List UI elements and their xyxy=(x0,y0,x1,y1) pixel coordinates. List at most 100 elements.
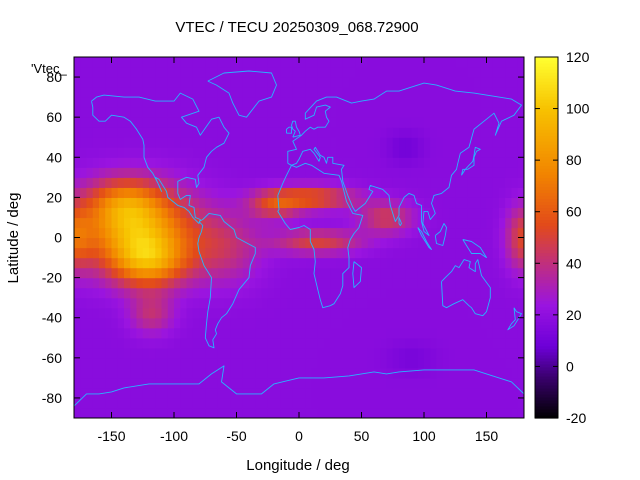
heatmap-cell xyxy=(511,377,519,389)
heatmap-cell xyxy=(461,127,469,138)
heatmap-cell xyxy=(92,197,100,209)
heatmap-cell xyxy=(111,247,119,259)
heatmap-cell xyxy=(211,317,219,329)
heatmap-cell xyxy=(155,157,163,168)
heatmap-cell xyxy=(111,77,119,88)
heatmap-cell xyxy=(517,127,524,138)
heatmap-cell xyxy=(361,157,369,168)
heatmap-cell xyxy=(399,137,406,148)
heatmap-cell xyxy=(205,107,213,118)
colorbar-segment xyxy=(535,291,558,296)
heatmap-cell xyxy=(261,357,269,369)
heatmap-cell xyxy=(149,397,156,409)
heatmap-cell xyxy=(380,307,388,319)
heatmap-cell xyxy=(417,117,425,128)
heatmap-cell xyxy=(499,77,506,88)
heatmap-cell xyxy=(299,217,306,229)
heatmap-cell xyxy=(442,117,450,128)
colorbar-segment xyxy=(535,414,558,419)
heatmap-cell xyxy=(499,397,506,409)
heatmap-cell xyxy=(274,157,281,168)
heatmap-cell xyxy=(349,317,356,329)
heatmap-cell xyxy=(361,307,369,319)
heatmap-cell xyxy=(405,117,413,128)
heatmap-cell xyxy=(80,77,88,88)
heatmap-cell xyxy=(449,217,456,229)
heatmap-cell xyxy=(311,87,319,98)
heatmap-cell xyxy=(224,367,231,379)
heatmap-cell xyxy=(111,167,119,178)
heatmap-cell xyxy=(399,167,406,178)
heatmap-cell xyxy=(105,287,113,299)
heatmap-cell xyxy=(324,347,331,359)
heatmap-cell xyxy=(217,107,225,118)
heatmap-cell xyxy=(124,217,131,229)
heatmap-cell xyxy=(480,67,488,78)
heatmap-cell xyxy=(342,297,350,309)
heatmap-cell xyxy=(374,97,381,108)
heatmap-cell xyxy=(80,267,88,279)
heatmap-cell xyxy=(149,227,156,239)
heatmap-cell xyxy=(286,207,294,219)
heatmap-cell xyxy=(192,147,200,158)
heatmap-cell xyxy=(99,137,106,148)
heatmap-cell xyxy=(242,157,250,168)
heatmap-cell xyxy=(142,227,150,239)
heatmap-cell xyxy=(399,267,406,279)
heatmap-cell xyxy=(411,267,419,279)
heatmap-cell xyxy=(286,167,294,178)
heatmap-cell xyxy=(255,177,263,188)
heatmap-cell xyxy=(411,97,419,108)
colorbar-segment xyxy=(535,141,558,145)
heatmap-cell xyxy=(249,397,256,409)
heatmap-cell xyxy=(449,207,456,219)
heatmap-cell xyxy=(330,337,338,349)
y-tick-label: 20 xyxy=(46,189,62,205)
heatmap-cell xyxy=(467,57,475,68)
heatmap-cell xyxy=(180,87,188,98)
heatmap-cell xyxy=(317,257,325,269)
heatmap-cell xyxy=(236,197,244,209)
heatmap-cell xyxy=(142,147,150,158)
heatmap-cell xyxy=(292,357,300,369)
heatmap-cell xyxy=(249,347,256,359)
heatmap-cell xyxy=(349,397,356,409)
heatmap-cell xyxy=(130,407,138,418)
heatmap-cell xyxy=(455,307,463,319)
heatmap-cell xyxy=(161,257,169,269)
heatmap-cell xyxy=(124,77,131,88)
heatmap-cell xyxy=(180,107,188,118)
colorbar-segment xyxy=(535,198,558,202)
heatmap-cell xyxy=(86,267,94,279)
heatmap-cell xyxy=(392,357,400,369)
heatmap-cell xyxy=(130,177,138,188)
heatmap-cell xyxy=(430,97,438,108)
heatmap-cell xyxy=(180,207,188,219)
heatmap-cell xyxy=(486,107,494,118)
heatmap-cell xyxy=(417,287,425,299)
heatmap-cell xyxy=(74,257,81,269)
heatmap-cell xyxy=(399,377,406,389)
heatmap-cell xyxy=(167,267,175,279)
heatmap-cell xyxy=(286,147,294,158)
heatmap-cell xyxy=(499,237,506,249)
heatmap-cell xyxy=(517,387,524,399)
colorbar-segment xyxy=(535,285,558,290)
heatmap-cell xyxy=(305,307,313,319)
heatmap-cell xyxy=(274,97,281,108)
heatmap-cell xyxy=(255,57,263,68)
heatmap-cell xyxy=(142,407,150,418)
heatmap-cell xyxy=(305,127,313,138)
heatmap-cell xyxy=(461,107,469,118)
heatmap-cell xyxy=(274,277,281,289)
heatmap-cell xyxy=(417,307,425,319)
heatmap-cell xyxy=(167,57,175,68)
heatmap-cell xyxy=(249,337,256,349)
heatmap-cell xyxy=(74,127,81,138)
heatmap-cell xyxy=(192,217,200,229)
heatmap-cell xyxy=(130,87,138,98)
heatmap-cell xyxy=(349,97,356,108)
heatmap-cell xyxy=(361,207,369,219)
heatmap-cell xyxy=(117,387,125,399)
heatmap-cell xyxy=(86,117,94,128)
